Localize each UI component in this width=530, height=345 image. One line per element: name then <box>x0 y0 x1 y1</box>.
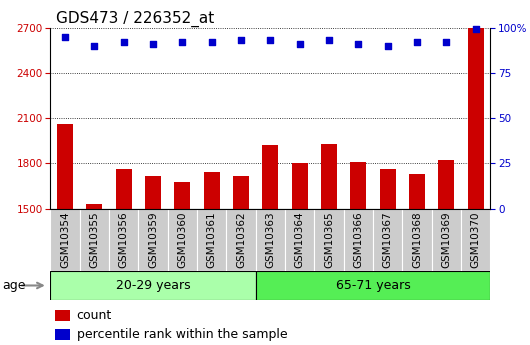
Text: GSM10364: GSM10364 <box>295 211 305 268</box>
Text: 20-29 years: 20-29 years <box>116 279 190 292</box>
Bar <box>86 204 102 209</box>
FancyBboxPatch shape <box>109 209 138 271</box>
Text: GSM10369: GSM10369 <box>441 211 451 268</box>
FancyBboxPatch shape <box>197 209 226 271</box>
Bar <box>467 28 484 209</box>
FancyBboxPatch shape <box>373 209 402 271</box>
Text: GSM10370: GSM10370 <box>471 211 481 268</box>
Text: 65-71 years: 65-71 years <box>335 279 410 292</box>
Bar <box>233 176 249 209</box>
Text: GSM10356: GSM10356 <box>119 211 129 268</box>
Text: GSM10363: GSM10363 <box>266 211 275 268</box>
Text: GDS473 / 226352_at: GDS473 / 226352_at <box>56 10 214 27</box>
FancyBboxPatch shape <box>461 209 490 271</box>
Bar <box>204 172 220 209</box>
Text: age: age <box>3 279 26 292</box>
FancyBboxPatch shape <box>138 209 167 271</box>
Point <box>207 39 216 45</box>
Point <box>413 39 421 45</box>
Point <box>119 39 128 45</box>
Text: GSM10368: GSM10368 <box>412 211 422 268</box>
Text: GSM10365: GSM10365 <box>324 211 334 268</box>
Text: GSM10361: GSM10361 <box>207 211 217 268</box>
FancyBboxPatch shape <box>431 209 461 271</box>
Point <box>442 39 450 45</box>
Bar <box>350 162 366 209</box>
FancyBboxPatch shape <box>285 209 314 271</box>
Point <box>325 38 333 43</box>
Point <box>383 43 392 48</box>
FancyBboxPatch shape <box>402 209 431 271</box>
Bar <box>262 145 278 209</box>
FancyBboxPatch shape <box>226 209 255 271</box>
FancyBboxPatch shape <box>343 209 373 271</box>
Bar <box>292 164 308 209</box>
Point <box>471 27 480 32</box>
FancyBboxPatch shape <box>50 209 80 271</box>
FancyBboxPatch shape <box>314 209 343 271</box>
Text: count: count <box>77 309 112 322</box>
Point <box>178 39 187 45</box>
Bar <box>174 181 190 209</box>
Bar <box>116 169 132 209</box>
Point <box>266 38 275 43</box>
Text: percentile rank within the sample: percentile rank within the sample <box>77 328 287 341</box>
Point <box>354 41 363 47</box>
Point <box>149 41 157 47</box>
Text: GSM10360: GSM10360 <box>178 211 187 268</box>
Text: GSM10354: GSM10354 <box>60 211 70 268</box>
Text: GSM10367: GSM10367 <box>383 211 393 268</box>
FancyBboxPatch shape <box>255 209 285 271</box>
Bar <box>145 176 161 209</box>
Bar <box>379 169 396 209</box>
Text: GSM10362: GSM10362 <box>236 211 246 268</box>
Point <box>237 38 245 43</box>
Bar <box>57 124 73 209</box>
Point <box>61 34 69 39</box>
Text: GSM10359: GSM10359 <box>148 211 158 268</box>
Bar <box>409 174 425 209</box>
Bar <box>55 329 70 339</box>
FancyBboxPatch shape <box>167 209 197 271</box>
Bar <box>50 271 255 300</box>
Text: GSM10355: GSM10355 <box>90 211 99 268</box>
Text: GSM10366: GSM10366 <box>354 211 363 268</box>
Bar <box>55 310 70 321</box>
Point <box>295 41 304 47</box>
Bar <box>255 271 490 300</box>
FancyBboxPatch shape <box>80 209 109 271</box>
Bar <box>321 144 337 209</box>
Point <box>90 43 99 48</box>
Bar <box>438 160 454 209</box>
